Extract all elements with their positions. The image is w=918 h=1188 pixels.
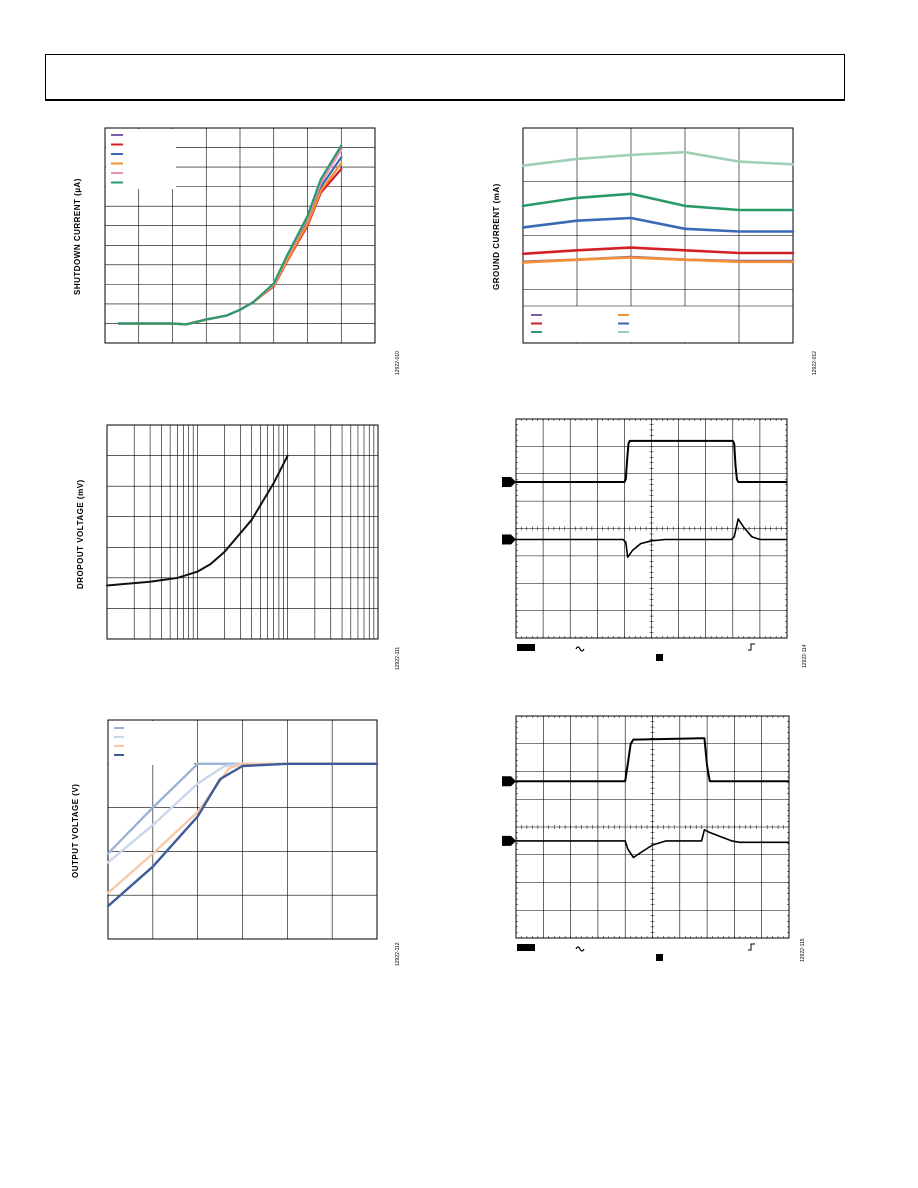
scope1-ref-marker bbox=[656, 654, 663, 661]
ground-series-5 bbox=[521, 216, 795, 233]
scope2-ref-marker bbox=[656, 954, 663, 961]
ground-figure-id: 12922-012 bbox=[812, 351, 818, 375]
scope2-marker-ch1 bbox=[502, 776, 516, 787]
scope1-marker-ch1 bbox=[502, 476, 516, 487]
ground-series-4 bbox=[521, 256, 795, 264]
dropout-series-1 bbox=[106, 454, 289, 587]
scope2-trace-ch1 bbox=[516, 737, 789, 783]
ground-ylabel: GROUND CURRENT (mA) bbox=[492, 183, 501, 290]
scope2-status-block bbox=[517, 944, 535, 951]
dropout-figure-id: 12922-111 bbox=[395, 646, 401, 670]
ground-legend-box bbox=[524, 306, 738, 342]
scope1-coupling-icon bbox=[575, 646, 585, 652]
ground-series-2 bbox=[521, 246, 795, 256]
scope1-trace-ch1 bbox=[516, 439, 787, 483]
dropout-frame bbox=[106, 424, 379, 640]
outvolt-figure-id: 12922-112 bbox=[395, 942, 401, 966]
ground-series-3 bbox=[521, 192, 795, 212]
scope2-marker-ch2 bbox=[502, 835, 516, 846]
ground-series-6 bbox=[521, 150, 795, 167]
scope2-trigger-icon bbox=[748, 943, 755, 951]
scope1-trace-ch2 bbox=[516, 518, 787, 559]
shutdown-legend-box bbox=[106, 129, 176, 189]
outvolt-ylabel: OUTPUT VOLTAGE (V) bbox=[71, 783, 80, 878]
scope2-trace-ch2 bbox=[516, 828, 789, 859]
scope2-coupling-icon bbox=[575, 946, 585, 952]
scope1-marker-ch2 bbox=[502, 534, 516, 545]
scope2-figure-id: 12922-115 bbox=[800, 938, 806, 962]
shutdown-figure-id: 12922-010 bbox=[395, 351, 401, 375]
scope1-figure-id: 12922-114 bbox=[802, 644, 808, 668]
shutdown-series-2 bbox=[117, 167, 343, 326]
outvolt-series-4 bbox=[106, 762, 379, 908]
scope1-status-block bbox=[517, 644, 535, 651]
shutdown-ylabel: SHUTDOWN CURRENT (µA) bbox=[73, 178, 82, 295]
dropout-ylabel: DROPOUT VOLTAGE (mV) bbox=[76, 479, 85, 589]
scope1-trigger-icon bbox=[748, 643, 755, 651]
page-header-box bbox=[45, 54, 845, 101]
shutdown-series-6 bbox=[117, 144, 343, 326]
